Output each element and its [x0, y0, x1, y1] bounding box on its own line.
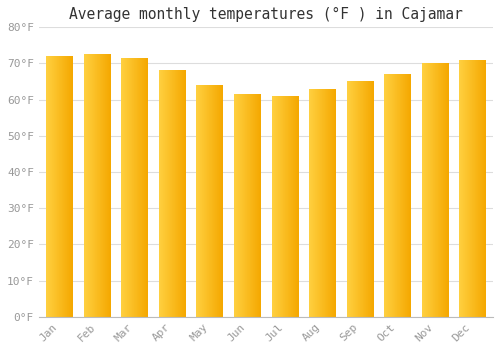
Title: Average monthly temperatures (°F ) in Cajamar: Average monthly temperatures (°F ) in Ca…: [69, 7, 463, 22]
